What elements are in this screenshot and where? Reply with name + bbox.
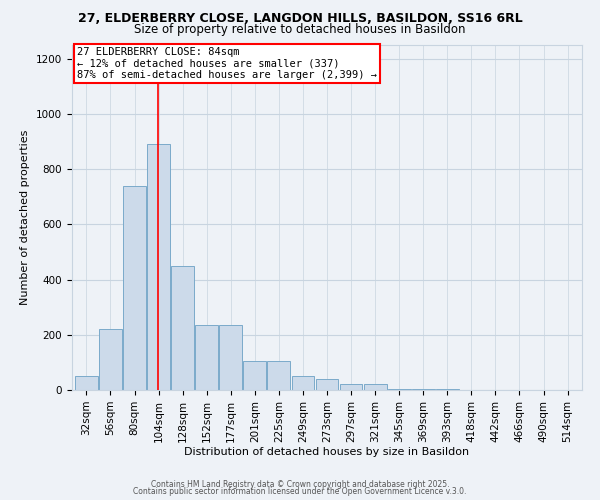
Bar [171, 266, 194, 390]
Text: Size of property relative to detached houses in Basildon: Size of property relative to detached ho… [134, 22, 466, 36]
Bar [340, 384, 362, 390]
Bar [123, 186, 146, 390]
Text: Contains HM Land Registry data © Crown copyright and database right 2025.: Contains HM Land Registry data © Crown c… [151, 480, 449, 489]
X-axis label: Distribution of detached houses by size in Basildon: Distribution of detached houses by size … [184, 448, 470, 458]
Bar [292, 376, 314, 390]
Bar [147, 144, 170, 390]
Bar [268, 361, 290, 390]
Text: 27 ELDERBERRY CLOSE: 84sqm
← 12% of detached houses are smaller (337)
87% of sem: 27 ELDERBERRY CLOSE: 84sqm ← 12% of deta… [77, 46, 377, 80]
Bar [99, 330, 122, 390]
Bar [436, 388, 459, 390]
Y-axis label: Number of detached properties: Number of detached properties [20, 130, 31, 305]
Bar [364, 384, 386, 390]
Bar [388, 388, 410, 390]
Bar [412, 388, 434, 390]
Bar [220, 325, 242, 390]
Bar [195, 325, 218, 390]
Bar [316, 379, 338, 390]
Text: Contains public sector information licensed under the Open Government Licence v.: Contains public sector information licen… [133, 488, 467, 496]
Text: 27, ELDERBERRY CLOSE, LANGDON HILLS, BASILDON, SS16 6RL: 27, ELDERBERRY CLOSE, LANGDON HILLS, BAS… [77, 12, 523, 26]
Bar [75, 376, 98, 390]
Bar [244, 361, 266, 390]
